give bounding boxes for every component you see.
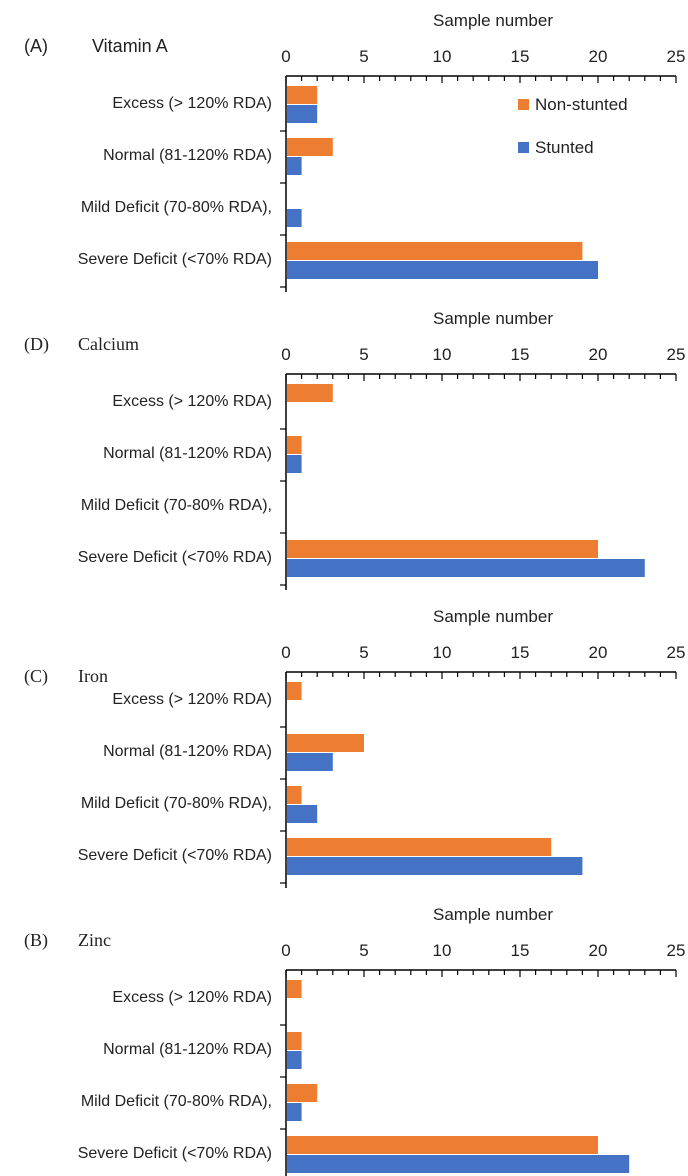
x-tick-label: 5	[359, 47, 368, 66]
y-tick-label: Mild Deficit (70-80% RDA),	[81, 795, 272, 812]
bar-non-stunted	[287, 138, 333, 156]
bar-non-stunted	[287, 734, 364, 752]
bar-non-stunted	[287, 1084, 318, 1102]
x-axis-label: Sample number	[433, 905, 553, 924]
x-tick-label: 25	[667, 643, 686, 662]
x-tick-label: 25	[667, 941, 686, 960]
bar-non-stunted	[287, 436, 302, 454]
legend-label: Stunted	[535, 138, 594, 157]
bar-stunted	[287, 1051, 302, 1069]
bar-stunted	[287, 857, 583, 875]
bar-stunted	[287, 105, 318, 123]
x-tick-label: 0	[281, 47, 290, 66]
y-tick-label: Normal (81-120% RDA)	[103, 1041, 272, 1058]
bar-stunted	[287, 261, 598, 279]
panel-label: (C)	[24, 666, 48, 687]
y-tick-label: Excess (> 120% RDA)	[112, 691, 272, 708]
bar-stunted	[287, 1103, 302, 1121]
x-tick-label: 5	[359, 643, 368, 662]
chart-panel-2: Sample number (C) Iron 0 5 10 15 20 25 Excess (> …	[24, 607, 685, 888]
x-tick-label: 0	[281, 941, 290, 960]
x-tick-label: 25	[667, 345, 686, 364]
bar-non-stunted	[287, 1136, 598, 1154]
y-tick-label: Mild Deficit (70-80% RDA),	[81, 497, 272, 514]
x-tick-label: 10	[433, 941, 452, 960]
x-tick-label: 5	[359, 941, 368, 960]
x-tick-label: 25	[667, 47, 686, 66]
y-tick-label: Severe Deficit (<70% RDA)	[78, 549, 272, 566]
x-tick-label: 20	[589, 345, 608, 364]
x-tick-label: 20	[589, 941, 608, 960]
y-tick-label: Mild Deficit (70-80% RDA),	[81, 1093, 272, 1110]
legend-label: Non-stunted	[535, 95, 628, 114]
panel-label: (A)	[24, 36, 48, 56]
y-tick-label: Severe Deficit (<70% RDA)	[78, 1145, 272, 1162]
bar-stunted	[287, 209, 302, 227]
panel-label: (B)	[24, 930, 48, 951]
x-tick-label: 0	[281, 345, 290, 364]
x-tick-label: 10	[433, 345, 452, 364]
chart-panel-0: Sample number (A) Vitamin A 0 5 10 15 20 25 Exces…	[24, 11, 685, 292]
y-tick-label: Excess (> 120% RDA)	[112, 989, 272, 1006]
bar-non-stunted	[287, 384, 333, 402]
bar-non-stunted	[287, 980, 302, 998]
bar-non-stunted	[287, 682, 302, 700]
chart-title: Calcium	[78, 334, 139, 354]
bar-stunted	[287, 455, 302, 473]
x-tick-label: 20	[589, 643, 608, 662]
bar-non-stunted	[287, 786, 302, 804]
panel-label: (D)	[24, 334, 49, 355]
x-tick-label: 5	[359, 345, 368, 364]
x-tick-label: 20	[589, 47, 608, 66]
bar-stunted	[287, 753, 333, 771]
bar-non-stunted	[287, 86, 318, 104]
legend-swatch	[518, 99, 529, 110]
bar-non-stunted	[287, 242, 583, 260]
bar-non-stunted	[287, 1032, 302, 1050]
x-axis-label: Sample number	[433, 607, 553, 626]
bar-non-stunted	[287, 838, 552, 856]
x-tick-label: 15	[511, 643, 530, 662]
chart-panel-1: Sample number (D) Calcium 0 5 10 15 20 25 Excess …	[24, 309, 685, 590]
y-tick-label: Mild Deficit (70-80% RDA),	[81, 199, 272, 216]
x-tick-label: 15	[511, 47, 530, 66]
y-tick-label: Excess (> 120% RDA)	[112, 393, 272, 410]
bar-non-stunted	[287, 540, 598, 558]
y-tick-label: Severe Deficit (<70% RDA)	[78, 251, 272, 268]
chart-title: Vitamin A	[92, 36, 168, 56]
x-tick-label: 0	[281, 643, 290, 662]
x-axis-label: Sample number	[433, 11, 553, 30]
bar-stunted	[287, 805, 318, 823]
legend: Non-stunted Stunted	[518, 95, 628, 157]
x-tick-label: 10	[433, 47, 452, 66]
bar-stunted	[287, 157, 302, 175]
x-tick-label: 10	[433, 643, 452, 662]
chart-title: Zinc	[78, 930, 111, 950]
bar-stunted	[287, 559, 645, 577]
x-tick-label: 15	[511, 941, 530, 960]
y-tick-label: Normal (81-120% RDA)	[103, 445, 272, 462]
y-tick-label: Severe Deficit (<70% RDA)	[78, 847, 272, 864]
x-axis-label: Sample number	[433, 309, 553, 328]
x-tick-label: 15	[511, 345, 530, 364]
legend-swatch	[518, 142, 529, 153]
bar-stunted	[287, 1155, 630, 1173]
y-tick-label: Normal (81-120% RDA)	[103, 743, 272, 760]
y-tick-label: Excess (> 120% RDA)	[112, 95, 272, 112]
y-tick-label: Normal (81-120% RDA)	[103, 147, 272, 164]
chart-title: Iron	[78, 666, 108, 686]
chart-panel-3: Sample number (B) Zinc 0 5 10 15 20 25 Excess (> …	[24, 905, 685, 1176]
